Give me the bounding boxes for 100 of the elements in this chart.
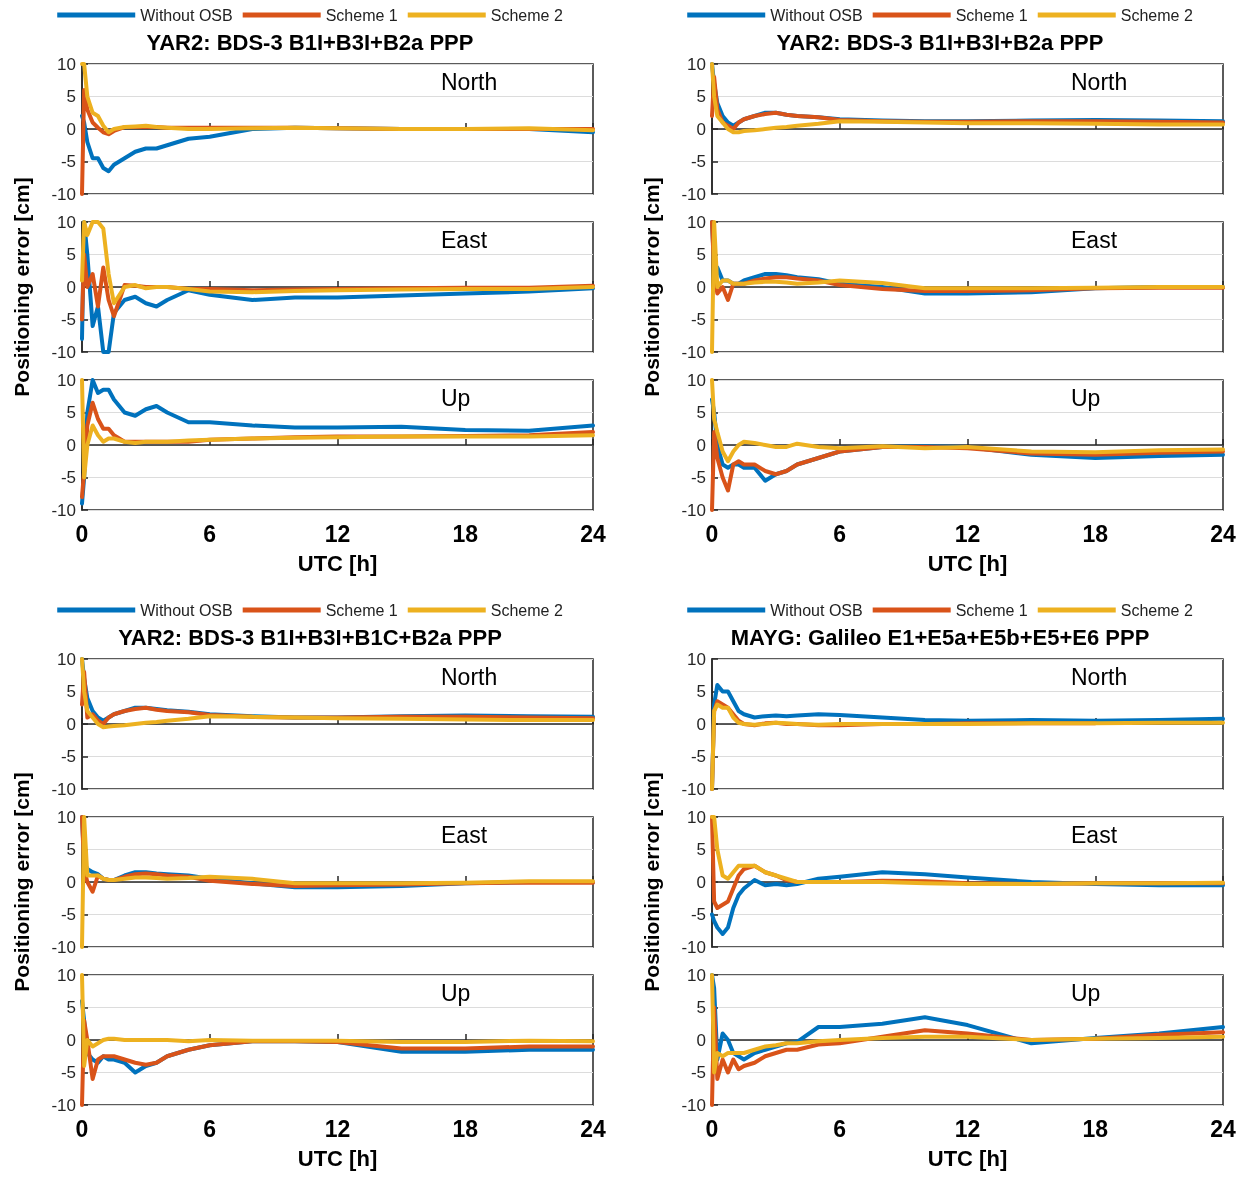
y-tick-label: -5	[690, 1063, 706, 1082]
y-tick-label: 5	[66, 840, 76, 859]
x-tick-label: 12	[954, 520, 981, 547]
chart-title: YAR2: BDS-3 B1I+B3I+B1C+B2a PPP	[118, 624, 502, 650]
legend-label: Scheme 1	[955, 601, 1028, 619]
y-tick-label: -5	[690, 468, 706, 487]
annotation: Up	[441, 384, 471, 411]
annotation: North	[441, 68, 498, 95]
y-axis-title: Positioning error [cm]	[10, 177, 33, 397]
y-tick-label: 0	[66, 119, 76, 139]
y-tick-label: 10	[687, 649, 706, 669]
y-tick-label: -10	[51, 342, 76, 362]
x-tick-label: 6	[833, 520, 847, 547]
x-tick-label: 24	[580, 520, 606, 547]
line-series	[710, 220, 1225, 354]
y-tick-label: 5	[66, 87, 76, 106]
y-tick-label: 5	[66, 682, 76, 701]
legend-label: Scheme 1	[325, 6, 398, 24]
legend-label: Without OSB	[770, 6, 863, 24]
x-tick-label: 24	[1210, 520, 1236, 547]
y-tick-label: -10	[681, 1095, 706, 1115]
y-tick-label: 10	[687, 370, 706, 390]
y-tick-label: 0	[696, 119, 706, 139]
y-tick-label: -10	[681, 779, 706, 799]
x-axis-title: UTC [h]	[297, 1145, 378, 1171]
legend-label: Scheme 1	[325, 601, 398, 619]
y-tick-label: -5	[690, 152, 706, 171]
y-tick-label: -5	[690, 905, 706, 924]
annotation: Up	[441, 979, 471, 1006]
y-tick-label: -10	[51, 1095, 76, 1115]
x-tick-label: 18	[452, 1115, 479, 1142]
annotation: Up	[1071, 979, 1101, 1006]
y-tick-label: 0	[696, 435, 706, 455]
y-tick-label: 5	[696, 403, 706, 422]
y-tick-label: -10	[681, 500, 706, 520]
annotation: North	[1071, 663, 1128, 690]
y-tick-label: 10	[57, 965, 76, 985]
chart-title: YAR2: BDS-3 B1I+B3I+B2a PPP	[146, 29, 474, 55]
y-tick-label: -5	[60, 1063, 76, 1082]
y-tick-label: 5	[696, 682, 706, 701]
line-series	[710, 702, 1225, 791]
line-series	[80, 378, 595, 480]
y-tick-label: 0	[66, 1030, 76, 1050]
x-axis-title: UTC [h]	[927, 550, 1008, 576]
x-tick-label: 12	[324, 1115, 351, 1142]
x-tick-label: 6	[833, 1115, 847, 1142]
y-tick-label: 10	[57, 212, 76, 232]
legend-label: Scheme 2	[490, 601, 563, 619]
annotation: East	[1071, 226, 1118, 253]
y-tick-label: -10	[681, 342, 706, 362]
legend-label: Scheme 2	[1120, 6, 1193, 24]
y-tick-label: 10	[687, 54, 706, 74]
annotation: East	[441, 821, 488, 848]
y-tick-label: -10	[681, 937, 706, 957]
y-tick-label: 10	[687, 212, 706, 232]
x-tick-label: 24	[1210, 1115, 1236, 1142]
y-tick-label: -10	[51, 184, 76, 204]
line-series	[710, 378, 1225, 464]
x-tick-label: 24	[580, 1115, 606, 1142]
annotation: Up	[1071, 384, 1101, 411]
annotation: North	[441, 663, 498, 690]
x-tick-label: 18	[452, 520, 479, 547]
legend-label: Without OSB	[140, 6, 233, 24]
y-tick-label: 5	[696, 245, 706, 264]
annotation: East	[1071, 821, 1118, 848]
x-tick-label: 12	[324, 520, 351, 547]
y-tick-label: -10	[51, 937, 76, 957]
y-tick-label: 0	[696, 714, 706, 734]
x-axis-title: UTC [h]	[927, 1145, 1008, 1171]
y-tick-label: 10	[687, 965, 706, 985]
legend-label: Scheme 2	[490, 6, 563, 24]
line-series	[710, 815, 1225, 886]
y-tick-label: -10	[681, 184, 706, 204]
y-tick-label: 0	[66, 435, 76, 455]
chart-title: MAYG: Galileo E1+E5a+E5b+E5+E6 PPP	[730, 624, 1150, 650]
y-tick-label: 5	[696, 87, 706, 106]
y-axis-title: Positioning error [cm]	[640, 177, 663, 397]
annotation: East	[441, 226, 488, 253]
legend-label: Scheme 1	[955, 6, 1028, 24]
x-tick-label: 18	[1082, 520, 1109, 547]
line-series	[80, 62, 595, 135]
y-tick-label: 10	[57, 370, 76, 390]
x-tick-label: 18	[1082, 1115, 1109, 1142]
chart-title: YAR2: BDS-3 B1I+B3I+B2a PPP	[776, 29, 1104, 55]
y-tick-label: -5	[60, 747, 76, 766]
y-tick-label: 5	[66, 403, 76, 422]
y-tick-label: 0	[66, 277, 76, 297]
y-tick-label: 0	[696, 1030, 706, 1050]
y-tick-label: -10	[51, 779, 76, 799]
y-tick-label: 10	[57, 649, 76, 669]
line-series	[80, 973, 595, 1068]
y-tick-label: 10	[57, 807, 76, 827]
annotation: North	[1071, 68, 1128, 95]
x-tick-label: 6	[203, 520, 217, 547]
line-series	[80, 815, 595, 949]
y-tick-label: -5	[690, 310, 706, 329]
y-tick-label: 5	[66, 245, 76, 264]
y-tick-label: 10	[687, 807, 706, 827]
y-tick-label: -10	[51, 500, 76, 520]
y-tick-label: 0	[696, 277, 706, 297]
